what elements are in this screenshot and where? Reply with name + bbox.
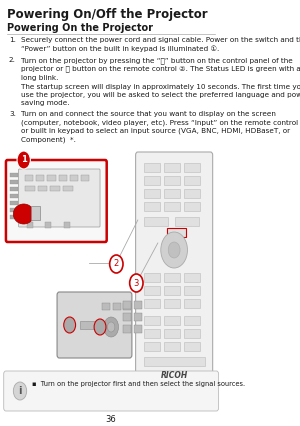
Bar <box>144 299 160 308</box>
Bar <box>164 202 180 211</box>
Bar <box>134 325 142 333</box>
Text: 2: 2 <box>114 259 119 268</box>
Bar <box>144 357 205 366</box>
Bar <box>144 273 160 282</box>
Bar <box>123 313 131 321</box>
Bar <box>38 186 47 191</box>
Bar <box>11 180 18 184</box>
Text: 1: 1 <box>21 155 27 164</box>
Bar <box>47 175 56 181</box>
Text: Turn on the projector by pressing the “⏻” button on the control panel of the
pro: Turn on the projector by pressing the “⏻… <box>21 57 300 81</box>
Bar <box>184 316 200 325</box>
Circle shape <box>104 317 119 337</box>
Bar <box>112 303 121 310</box>
Bar <box>144 316 160 325</box>
Circle shape <box>107 322 115 332</box>
Bar <box>58 175 67 181</box>
Bar <box>81 175 89 181</box>
Text: 3: 3 <box>134 279 139 288</box>
Bar <box>164 329 180 338</box>
Bar <box>80 321 96 329</box>
Ellipse shape <box>13 204 34 224</box>
Bar <box>64 222 70 228</box>
Circle shape <box>161 232 188 268</box>
Bar <box>50 186 60 191</box>
Text: Securely connect the power cord and signal cable. Power on the switch and the
“P: Securely connect the power cord and sign… <box>21 37 300 52</box>
Bar <box>184 202 200 211</box>
FancyBboxPatch shape <box>4 371 219 411</box>
Circle shape <box>94 319 106 335</box>
Bar <box>164 342 180 351</box>
Bar <box>184 286 200 295</box>
Bar <box>164 273 180 282</box>
Text: 36: 36 <box>106 415 116 424</box>
Bar <box>164 176 180 185</box>
Bar <box>144 176 160 185</box>
Bar <box>164 299 180 308</box>
Bar <box>184 273 200 282</box>
Bar <box>45 222 51 228</box>
Bar <box>184 163 200 172</box>
FancyBboxPatch shape <box>57 292 132 358</box>
FancyBboxPatch shape <box>19 169 100 227</box>
Bar <box>11 208 18 212</box>
Bar <box>134 301 142 309</box>
FancyBboxPatch shape <box>6 160 107 242</box>
Circle shape <box>64 317 76 333</box>
Text: Turn on and connect the source that you want to display on the screen
(computer,: Turn on and connect the source that you … <box>21 111 298 143</box>
Bar <box>11 173 18 177</box>
Bar <box>70 175 78 181</box>
Circle shape <box>110 255 123 273</box>
Bar <box>123 301 131 309</box>
Bar <box>11 194 18 198</box>
Bar <box>36 175 44 181</box>
Bar <box>123 303 131 310</box>
Bar <box>31 206 40 220</box>
Bar <box>11 215 18 219</box>
Text: The startup screen will display in approximately 10 seconds. The first time you
: The startup screen will display in appro… <box>21 84 300 106</box>
Text: Powering On/Off the Projector: Powering On/Off the Projector <box>8 8 208 21</box>
Bar <box>144 217 168 226</box>
Bar <box>63 186 73 191</box>
Bar <box>102 303 110 310</box>
Circle shape <box>13 382 27 400</box>
Bar <box>164 286 180 295</box>
Bar <box>11 201 18 205</box>
Bar <box>134 313 142 321</box>
Circle shape <box>17 151 30 169</box>
Bar <box>175 217 199 226</box>
Bar <box>184 176 200 185</box>
Bar <box>144 329 160 338</box>
Bar <box>184 342 200 351</box>
Text: ▪  Turn on the projector first and then select the signal sources.: ▪ Turn on the projector first and then s… <box>32 381 245 387</box>
Circle shape <box>168 242 180 258</box>
Text: 2.: 2. <box>9 57 16 63</box>
Bar <box>144 163 160 172</box>
Text: 3.: 3. <box>9 111 16 117</box>
Bar <box>144 342 160 351</box>
Text: i: i <box>18 386 22 396</box>
Bar <box>164 163 180 172</box>
Bar <box>11 187 18 191</box>
Bar <box>144 286 160 295</box>
Bar <box>144 202 160 211</box>
Bar <box>164 316 180 325</box>
Text: Powering On the Projector: Powering On the Projector <box>8 23 153 33</box>
Bar <box>184 189 200 198</box>
Bar <box>167 228 186 237</box>
Bar <box>123 325 131 333</box>
Bar <box>184 299 200 308</box>
Bar <box>164 189 180 198</box>
FancyBboxPatch shape <box>136 152 213 391</box>
Text: 1.: 1. <box>9 37 16 43</box>
Bar <box>27 222 33 228</box>
Circle shape <box>130 274 143 292</box>
Bar <box>25 175 33 181</box>
Bar <box>25 186 35 191</box>
Bar <box>144 189 160 198</box>
Bar <box>184 329 200 338</box>
Text: RICOH: RICOH <box>160 371 188 380</box>
